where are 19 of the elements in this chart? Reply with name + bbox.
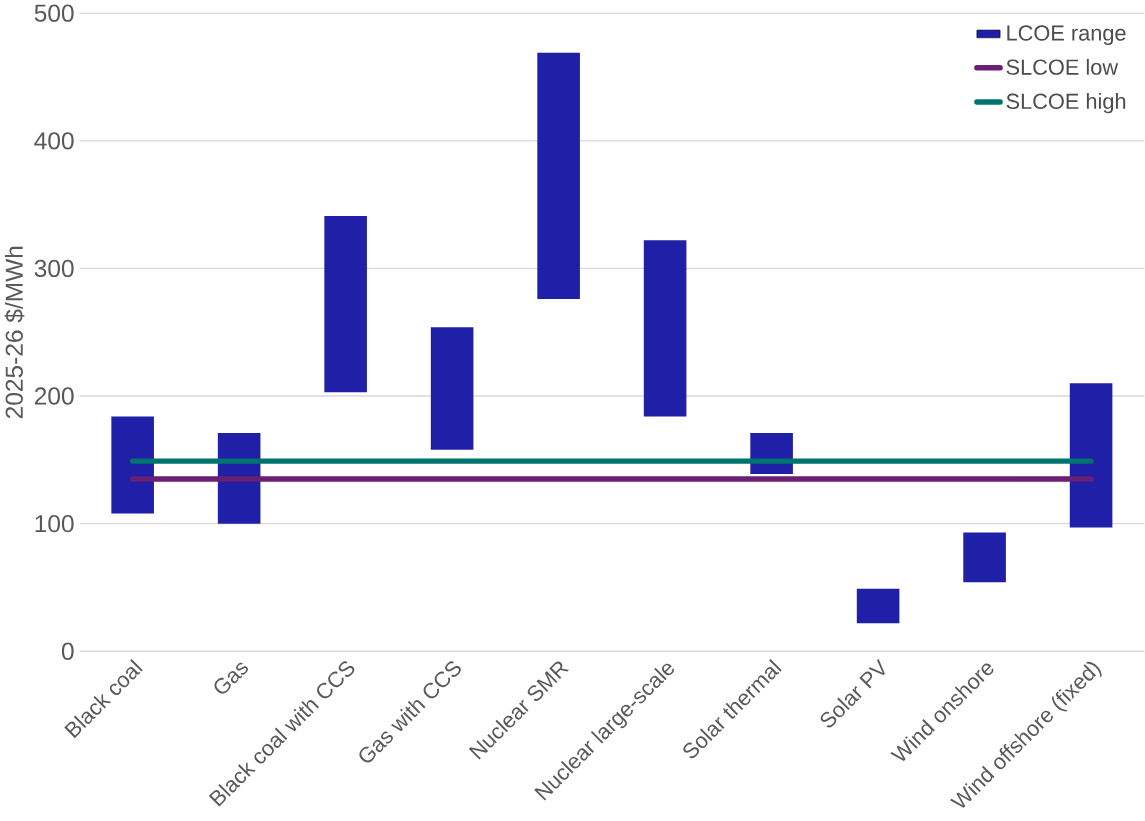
y-tick-label: 200 [34,387,74,405]
bar [324,216,367,393]
bar [430,327,474,450]
y-tick-label: 0 [61,642,74,661]
legend-label: SLCOE high [1006,93,1126,114]
y-tick-label: 300 [34,259,74,278]
bar [111,416,154,514]
y-tick-label: 100 [35,515,74,533]
y-tick-label: 500 [34,4,74,23]
bar [643,240,687,417]
x-tick-label: Gas [214,662,249,694]
legend-label: SLCOE low [1006,59,1119,76]
y-tick-label: 400 [34,132,74,150]
y-axis-title: 2025-26 $/MWh [4,246,25,419]
bar [537,52,580,300]
bar [856,588,900,624]
bar [963,532,1006,583]
bar [1069,383,1113,528]
legend-label: LCOE range [1007,25,1126,46]
